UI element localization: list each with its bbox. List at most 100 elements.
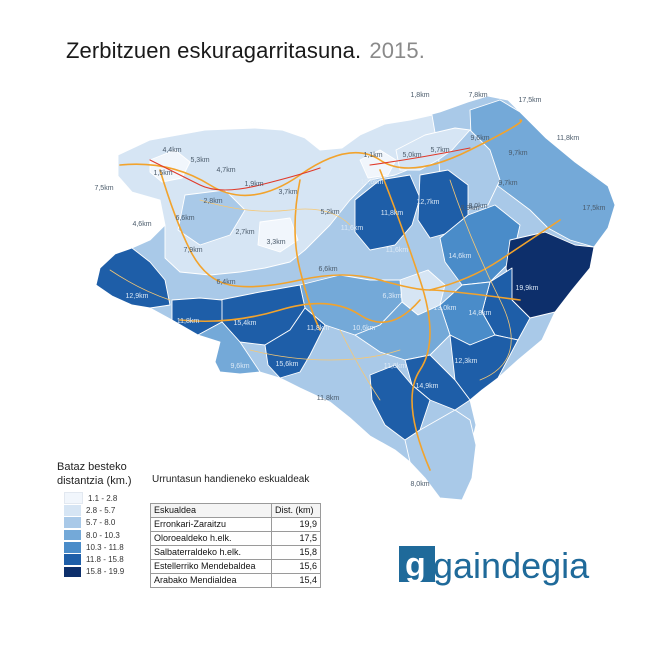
map-distance-label: 7,8km — [468, 92, 487, 99]
map-distance-label: 7,9km — [183, 247, 202, 254]
map-distance-label: 8,9km — [460, 205, 479, 212]
road-red — [369, 147, 471, 166]
map-distance-label: 3,7km — [278, 189, 297, 196]
legend-swatch — [64, 491, 83, 505]
region-araba-south — [197, 321, 261, 375]
map-distance-label: 3,3km — [266, 239, 285, 246]
region-araba-mendialdea — [264, 307, 326, 379]
road-red — [149, 159, 321, 191]
map-distance-label: 4,4km — [162, 147, 181, 154]
region-tierra-estella — [354, 301, 451, 361]
map-distance-label: 2,7km — [235, 229, 254, 236]
logo-g-glyph: g — [405, 546, 426, 584]
map-distance-label: 17,5km — [519, 97, 542, 104]
legend-swatch — [64, 554, 81, 565]
distance-table: Eskualdea Dist. (km) Erronkari-Zaraitzu 1… — [150, 503, 321, 588]
road-network — [109, 119, 561, 471]
map-distance-label: 11,8km — [307, 325, 330, 332]
map-distance-label: 15,4km — [234, 320, 257, 327]
map-distance-label: 13,0km — [434, 305, 457, 312]
map-distance-label: 12,7km — [417, 199, 440, 206]
legend-title-line2: distantzia (km.) — [57, 475, 132, 487]
map-distance-label: 11,6km — [341, 225, 364, 232]
legend-item: 2.8 - 5.7 — [64, 504, 124, 516]
map-distance-label: 7,5km — [94, 185, 113, 192]
map-distance-label: 10,6km — [353, 325, 376, 332]
map-regions — [95, 95, 616, 501]
legend: 1.1 - 2.8 2.8 - 5.7 5.7 - 8.0 8.0 - 10.3… — [64, 491, 124, 578]
legend-range: 5.7 - 8.0 — [86, 518, 116, 528]
region-name: Salbaterraldeko h.elk. — [150, 545, 272, 560]
road-major — [379, 169, 431, 471]
legend-swatch — [64, 517, 81, 528]
region-bilbao — [149, 149, 191, 183]
legend-swatch — [64, 505, 81, 516]
legend-item: 11.8 - 15.8 — [64, 553, 124, 565]
map-distance-label: 12,3km — [455, 358, 478, 365]
region-ribera — [404, 409, 477, 501]
legend-item: 5.7 - 8.0 — [64, 517, 124, 529]
title-year: 2015. — [369, 38, 425, 63]
title-main: Zerbitzuen eskuragarritasuna. — [66, 38, 362, 63]
map-distance-label: 19,9km — [516, 285, 539, 292]
table-row: Estellerriko Mendebaldea 15,6 — [150, 559, 321, 574]
gaindegia-logo: g gaindegia — [399, 545, 590, 586]
region-distance: 17,5 — [271, 531, 321, 546]
logo-wordmark: gaindegia — [433, 545, 590, 586]
legend-item: 15.8 - 19.9 — [64, 566, 124, 578]
table-row: Salbaterraldeko h.elk. 15,8 — [150, 545, 321, 560]
region-distance: 15,8 — [271, 545, 321, 560]
map-distance-label: 5,0km — [402, 152, 421, 159]
map-distance-label: 14,9km — [416, 383, 439, 390]
map-distance-label: 14,8km — [469, 310, 492, 317]
road-minor — [449, 179, 512, 381]
map-distance-label: 12,9km — [126, 293, 149, 300]
legend-range: 8.0 - 10.3 — [86, 530, 120, 540]
map-distance-label: 17,5km — [583, 205, 606, 212]
legend-range: 2.8 - 5.7 — [86, 505, 116, 515]
road-minor — [249, 349, 401, 361]
region-distance: 15,6 — [271, 559, 321, 574]
logo-square — [399, 546, 435, 582]
map-distance-label: 15,6km — [276, 361, 299, 368]
map-distance-label: 1,8km — [410, 92, 429, 99]
map-title: Zerbitzuen eskuragarritasuna. 2015. — [66, 38, 425, 64]
map-distance-label: 6,4km — [216, 279, 235, 286]
road-minor — [109, 269, 171, 301]
legend-item: 10.3 - 11.8 — [64, 541, 124, 553]
map-distance-label: 4,7km — [216, 167, 235, 174]
map-distance-label: 5,3km — [190, 157, 209, 164]
road-minor — [199, 199, 351, 226]
map-distance-label: 11,6km — [386, 247, 409, 254]
map-distance-label: 1,9km — [244, 181, 263, 188]
region-iparralde-east — [469, 99, 616, 248]
table-header-row: Eskualdea Dist. (km) — [150, 503, 321, 518]
map-distance-label: 6,3km — [382, 293, 401, 300]
map-distance-label: 11,8km — [557, 135, 580, 142]
legend-item: 1.1 - 2.8 — [64, 491, 124, 505]
map-distance-label: 9,6km — [470, 135, 489, 142]
map-distance-label: 9,7km — [498, 180, 517, 187]
map-distance-label: 6,6km — [175, 215, 194, 222]
road-major — [119, 119, 523, 197]
road-major — [429, 219, 561, 291]
map-distance-label: 10,6km — [361, 179, 384, 186]
map-distance-label: 1,1km — [363, 152, 382, 159]
map-labels: 1,8km 7,8km 17,5km 11,8km 9,6km 9,7km 9,7km 8,9… — [94, 92, 605, 488]
road-major — [179, 299, 421, 324]
map-distance-label: 5,7km — [430, 147, 449, 154]
map-distance-label: 11,8km — [177, 318, 200, 325]
map-distance-label: 6,6km — [318, 266, 337, 273]
map-distance-label: 9,7km — [508, 150, 527, 157]
map-distance-label: 11,8km — [317, 395, 340, 402]
map-distance-label: 14,6km — [449, 253, 472, 260]
table-row: Arabako Mendialdea 15,4 — [150, 573, 321, 588]
region-distance: 15,4 — [271, 573, 321, 588]
road-major — [294, 179, 321, 331]
legend-item: 8.0 - 10.3 — [64, 529, 124, 541]
map-distance-label: 8,0km — [410, 481, 429, 488]
table-row: Erronkari-Zaraitzu 19,9 — [150, 517, 321, 532]
table-title: Urruntasun handieneko eskualdeak — [152, 474, 310, 485]
region-coast-ipar — [395, 127, 471, 171]
